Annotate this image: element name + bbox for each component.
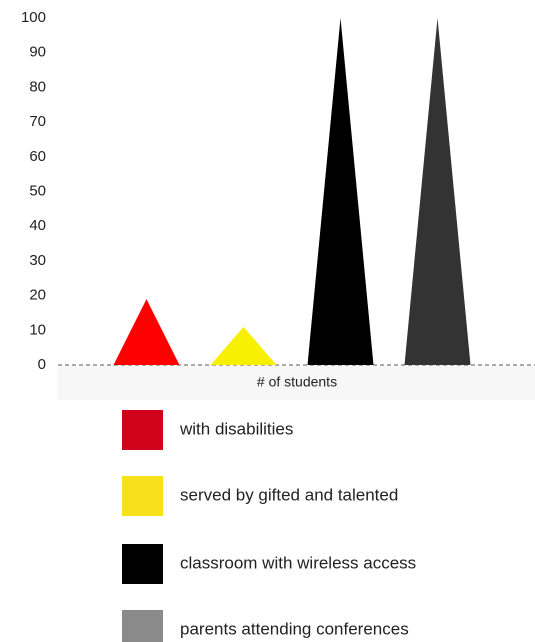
legend-label: classroom with wireless access: [180, 553, 416, 572]
x-axis-band: [58, 366, 535, 400]
x-axis-label: # of students: [257, 374, 337, 390]
y-tick-label: 0: [38, 356, 46, 373]
bar: [307, 18, 374, 365]
y-tick-label: 50: [29, 182, 46, 199]
bar: [210, 326, 277, 365]
y-tick-label: 90: [29, 44, 46, 61]
y-tick-label: 10: [29, 321, 46, 338]
y-tick-label: 70: [29, 113, 46, 130]
legend-label: with disabilities: [179, 419, 293, 438]
y-tick-label: 80: [29, 78, 46, 95]
y-tick-label: 30: [29, 252, 46, 269]
bar: [113, 299, 180, 365]
legend-label: parents attending conferences: [180, 619, 409, 638]
legend-label: served by gifted and talented: [180, 485, 398, 504]
bar: [404, 18, 471, 365]
legend-swatch: [122, 476, 163, 516]
y-tick-label: 60: [29, 148, 46, 165]
y-tick-label: 20: [29, 287, 46, 304]
y-tick-label: 100: [21, 9, 46, 26]
legend-swatch: [122, 610, 163, 642]
y-tick-label: 40: [29, 217, 46, 234]
legend-swatch: [122, 544, 163, 584]
legend-swatch: [122, 410, 163, 450]
